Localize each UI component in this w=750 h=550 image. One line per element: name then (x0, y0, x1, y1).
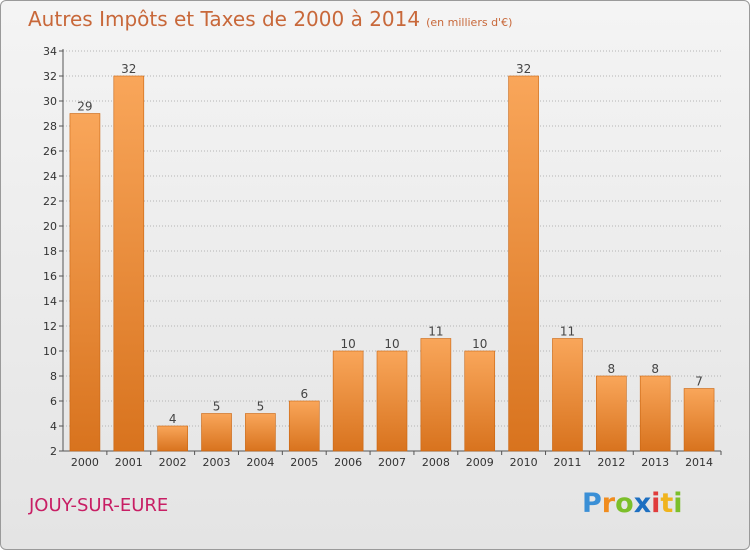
value-label-2010: 32 (516, 62, 531, 76)
logo-letter: x (633, 488, 652, 519)
y-tick-label: 14 (43, 295, 57, 308)
x-tick-label: 2006 (334, 456, 362, 469)
value-label-2012: 8 (608, 362, 616, 376)
x-tick-label: 2005 (290, 456, 318, 469)
value-label-2008: 11 (428, 325, 443, 339)
value-label-2011: 11 (560, 325, 575, 339)
x-tick-label: 2004 (246, 456, 274, 469)
bar-2002 (157, 425, 188, 452)
y-tick-label: 12 (43, 320, 57, 333)
x-tick-label: 2003 (203, 456, 231, 469)
x-tick-label: 2014 (685, 456, 713, 469)
bar-2007 (376, 350, 408, 452)
x-axis-ticks: 2000 2001 2002 2003 2004 2005 2006 2007 2008 2009… (71, 451, 722, 469)
value-label-2001: 32 (121, 62, 136, 76)
proxiti-logo: Proxiti (582, 488, 683, 519)
x-tick-label: 2000 (71, 456, 99, 469)
chart-subtitle: (en milliers d'€) (426, 16, 513, 29)
x-tick-label: 2013 (641, 456, 669, 469)
bar-2005 (288, 400, 320, 452)
bar-2012 (596, 375, 627, 452)
bar-2003 (201, 413, 232, 452)
y-tick-label: 34 (43, 45, 57, 58)
value-label-2009: 10 (472, 337, 487, 351)
x-tick-label: 2010 (510, 456, 538, 469)
y-tick-label: 16 (43, 270, 57, 283)
bar-2006 (332, 350, 364, 452)
bar-2009 (464, 350, 496, 452)
bar-2013 (639, 375, 671, 452)
logo-letter: i (673, 488, 683, 519)
bar-2004 (245, 413, 276, 452)
y-tick-label: 32 (43, 70, 57, 83)
value-label-2002: 4 (169, 412, 177, 426)
logo-letter: o (615, 488, 634, 519)
bar-2010 (508, 75, 539, 452)
y-tick-label: 10 (43, 345, 57, 358)
value-label-2007: 10 (384, 337, 399, 351)
logo-letter: i (651, 488, 661, 519)
x-tick-label: 2011 (553, 456, 581, 469)
y-tick-label: 2 (50, 445, 57, 458)
bar-2001 (113, 75, 145, 452)
y-tick-label: 6 (50, 395, 57, 408)
value-label-2013: 8 (651, 362, 659, 376)
y-tick-label: 8 (50, 370, 57, 383)
value-label-2014: 7 (695, 375, 703, 389)
bar-2014 (683, 388, 715, 452)
x-tick-label: 2001 (115, 456, 143, 469)
commune-name: JOUY-SUR-EURE (29, 495, 169, 516)
y-tick-label: 28 (43, 120, 57, 133)
logo-letter: t (660, 488, 674, 519)
y-tick-label: 30 (43, 95, 57, 108)
y-tick-label: 26 (43, 145, 57, 158)
logo-letter: P (582, 488, 602, 519)
y-tick-label: 18 (43, 245, 57, 258)
bar-2008 (420, 338, 452, 452)
y-tick-label: 22 (43, 195, 57, 208)
bar-2000 (69, 113, 101, 452)
x-tick-label: 2002 (159, 456, 187, 469)
y-tick-label: 24 (43, 170, 57, 183)
value-label-2004: 5 (257, 400, 265, 414)
logo-letter: r (601, 488, 616, 519)
y-tick-label: 20 (43, 220, 57, 233)
x-tick-label: 2012 (597, 456, 625, 469)
bar-2011 (552, 338, 583, 452)
chart-title: Autres Impôts et Taxes de 2000 à 2014 (en… (28, 7, 512, 31)
value-labels: 29 32 4 5 5 6 10 10 11 10 32 11 8 8 7 (77, 62, 703, 426)
x-tick-label: 2008 (422, 456, 450, 469)
x-tick-label: 2009 (466, 456, 494, 469)
value-label-2003: 5 (213, 400, 221, 414)
x-tick-label: 2007 (378, 456, 406, 469)
value-label-2006: 10 (340, 337, 355, 351)
value-label-2005: 6 (300, 387, 308, 401)
chart-title-text: Autres Impôts et Taxes de 2000 à 2014 (28, 7, 421, 31)
bars (69, 75, 715, 452)
value-label-2000: 29 (77, 100, 92, 114)
y-tick-label: 4 (50, 420, 57, 433)
